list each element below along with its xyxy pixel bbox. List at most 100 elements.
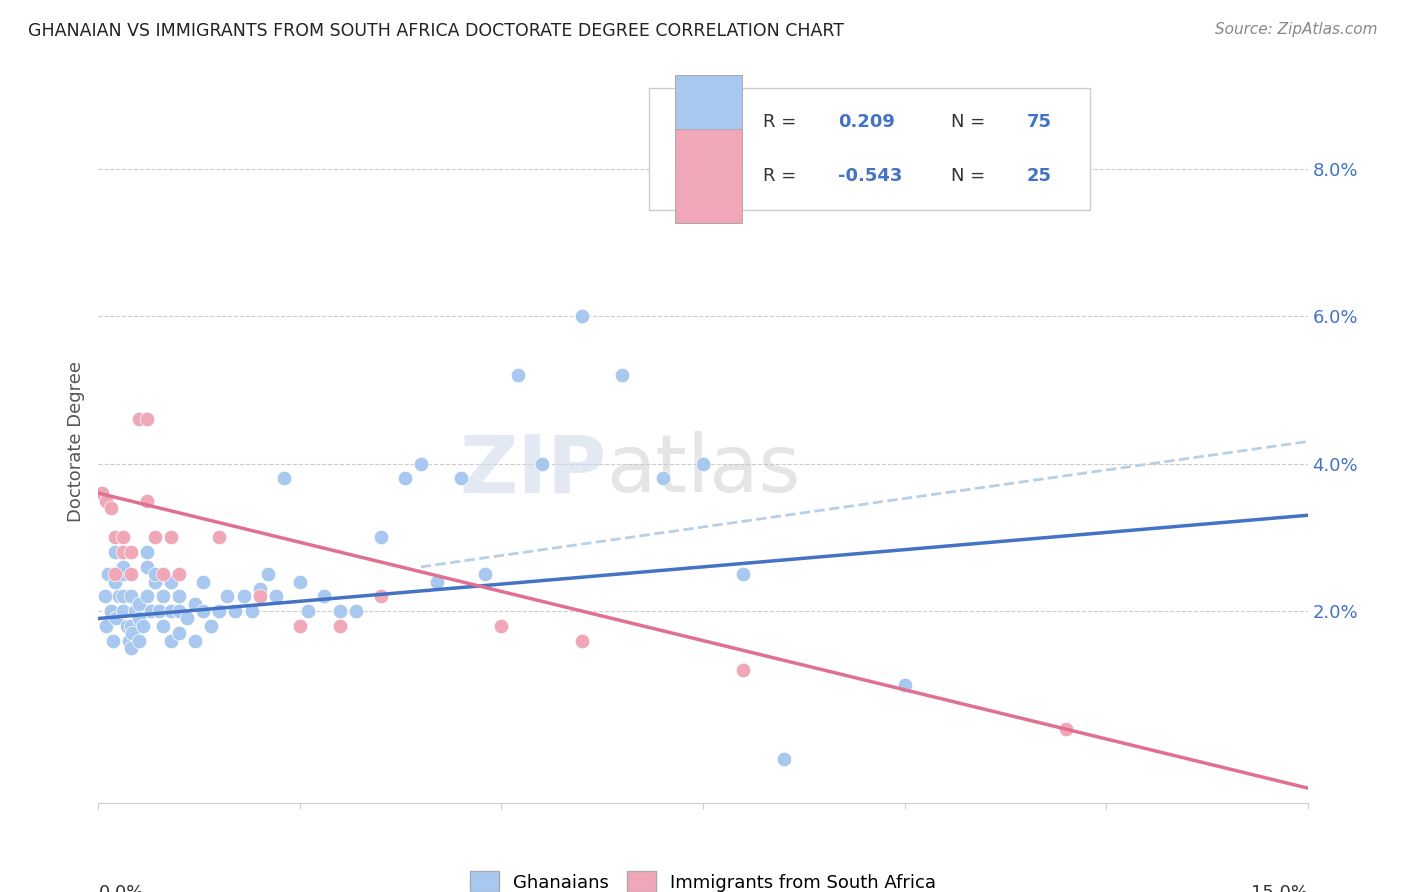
Point [94,590,117,604]
Point [135,590,157,604]
Text: GHANAIAN VS IMMIGRANTS FROM SOUTH AFRICA DOCTORATE DEGREE CORRELATION CHART: GHANAIAN VS IMMIGRANTS FROM SOUTH AFRICA… [28,22,844,40]
Text: 75: 75 [1026,113,1052,131]
Point [612,368,634,383]
Text: atlas: atlas [606,432,800,509]
Point [651,471,673,485]
Point [297,604,319,618]
Point [200,619,222,633]
Point [101,633,124,648]
Point [135,493,157,508]
Point [370,530,392,544]
Point [121,626,143,640]
Point [160,604,183,618]
Point [314,590,336,604]
Point [105,611,128,625]
Point [103,530,125,544]
Point [128,597,150,611]
Point [329,604,352,618]
Point [772,751,794,765]
Point [111,590,134,604]
Point [128,412,150,426]
Point [96,619,118,633]
Point [733,663,755,677]
Text: N =: N = [950,113,991,131]
Point [143,530,166,544]
Point [152,590,174,604]
Y-axis label: Doctorate Degree: Doctorate Degree [66,361,84,522]
Point [111,604,134,618]
Point [344,604,367,618]
Point [120,640,142,655]
Point [474,567,496,582]
Point [139,604,162,618]
Point [571,309,593,323]
Point [249,582,271,596]
Point [135,412,157,426]
Point [103,574,125,589]
Point [264,590,287,604]
Point [193,604,215,618]
Point [135,545,157,559]
Point [256,567,278,582]
Point [506,368,529,383]
Text: R =: R = [763,113,803,131]
Point [103,567,125,582]
Point [232,590,254,604]
Point [97,567,120,582]
Point [167,604,190,618]
Text: R =: R = [763,167,803,185]
Point [152,567,174,582]
Point [329,619,352,633]
Text: N =: N = [950,167,991,185]
FancyBboxPatch shape [675,75,742,169]
Text: ZIP: ZIP [458,432,606,509]
Point [530,457,553,471]
Point [128,633,150,648]
Text: -0.543: -0.543 [838,167,903,185]
Point [128,611,150,625]
Point [571,633,593,648]
Point [240,604,263,618]
Text: 0.209: 0.209 [838,113,896,131]
Point [148,604,170,618]
Point [152,619,174,633]
Point [143,567,166,582]
Point [91,486,114,500]
Point [120,590,142,604]
Point [103,545,125,559]
Text: 25: 25 [1026,167,1052,185]
Point [160,633,183,648]
Point [132,619,155,633]
Point [96,493,118,508]
Point [120,567,142,582]
FancyBboxPatch shape [675,129,742,223]
Point [193,574,215,589]
Point [143,574,166,589]
Text: 15.0%: 15.0% [1250,884,1308,892]
Point [135,560,157,574]
Point [100,500,122,515]
Point [426,574,449,589]
Point [208,530,231,544]
Point [111,530,134,544]
Point [491,619,513,633]
Point [394,471,416,485]
Point [217,590,239,604]
Point [409,457,432,471]
Point [208,604,231,618]
Text: Source: ZipAtlas.com: Source: ZipAtlas.com [1215,22,1378,37]
Legend: Ghanaians, Immigrants from South Africa: Ghanaians, Immigrants from South Africa [461,863,945,892]
Point [107,590,129,604]
Point [450,471,472,485]
Point [120,619,142,633]
Point [100,604,122,618]
Point [160,574,183,589]
Point [160,530,183,544]
Point [120,545,142,559]
Point [167,567,190,582]
Point [288,574,311,589]
FancyBboxPatch shape [648,87,1090,211]
Point [111,545,134,559]
Point [288,619,311,633]
Point [273,471,295,485]
